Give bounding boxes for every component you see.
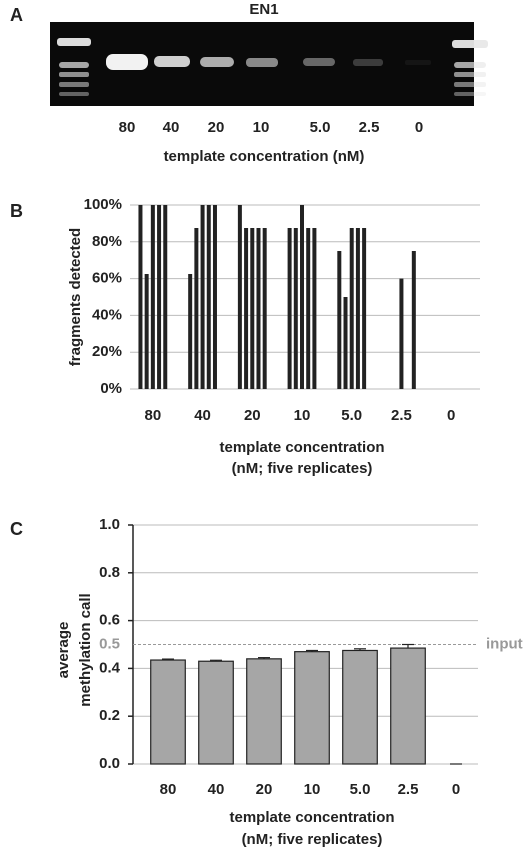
x-tick-label: 0 — [415, 119, 423, 136]
y-axis-label: average — [55, 622, 72, 679]
bar — [138, 205, 143, 389]
x-tick-label: 40 — [208, 781, 225, 798]
bar — [150, 205, 155, 389]
reference-label: 0.5 — [99, 635, 120, 652]
x-axis-label: (nM; five replicates) — [242, 831, 383, 848]
x-tick-label: 5.0 — [350, 781, 371, 798]
y-tick-label: 80% — [92, 233, 122, 250]
bar — [300, 205, 304, 389]
bar — [343, 297, 348, 389]
bar — [198, 660, 234, 765]
bar — [312, 228, 317, 389]
x-tick-label: 40 — [194, 407, 211, 424]
x-tick-label: 10 — [294, 407, 311, 424]
x-tick-label: 80 — [119, 119, 136, 136]
chart-title: EN1 — [249, 1, 278, 18]
panel-label: B — [10, 201, 23, 221]
y-tick-label: 1.0 — [99, 516, 120, 533]
bar — [244, 228, 249, 389]
bar — [337, 251, 342, 389]
x-tick-label: 2.5 — [391, 407, 412, 424]
panel-label: A — [10, 5, 23, 25]
gel-image — [50, 22, 488, 106]
bar — [293, 228, 298, 389]
y-tick-label: 0.8 — [99, 564, 120, 581]
bar — [246, 658, 282, 765]
bar — [355, 228, 360, 389]
x-tick-label: 5.0 — [341, 407, 362, 424]
x-tick-label: 20 — [208, 119, 225, 136]
ladder-right — [452, 40, 488, 96]
x-tick-label: 2.5 — [398, 781, 419, 798]
bar — [411, 251, 416, 389]
y-tick-label: 60% — [92, 270, 122, 287]
y-tick-label: 20% — [92, 343, 122, 360]
y-tick-label: 0.2 — [99, 707, 120, 724]
bar — [349, 228, 354, 389]
reference-annotation: input — [486, 635, 523, 652]
y-tick-label: 0.4 — [99, 659, 121, 676]
bar — [144, 274, 149, 389]
bar — [262, 228, 267, 389]
bar — [206, 205, 211, 389]
bar — [194, 228, 199, 389]
x-tick-label: 10 — [253, 119, 270, 136]
x-tick-label: 20 — [256, 781, 273, 798]
x-tick-label: 0 — [452, 781, 460, 798]
y-tick-label: 0.6 — [99, 612, 120, 629]
y-axis-label: methylation call — [77, 593, 94, 706]
x-tick-label: 80 — [145, 407, 162, 424]
bar — [256, 228, 261, 389]
bar — [212, 205, 217, 389]
bar — [399, 278, 404, 389]
bar — [342, 649, 378, 765]
x-tick-label: 80 — [160, 781, 177, 798]
bar — [200, 205, 205, 389]
y-tick-label: 0.0 — [99, 755, 120, 772]
y-tick-label: 0% — [100, 380, 122, 397]
x-tick-label: 10 — [304, 781, 321, 798]
sample-bands — [106, 54, 431, 70]
x-tick-label: 20 — [244, 407, 261, 424]
panel-label: C — [10, 519, 23, 539]
x-axis-label: template concentration — [229, 809, 394, 826]
ladder-left — [57, 38, 91, 96]
x-axis-label: template concentration — [219, 439, 384, 456]
bar — [287, 228, 292, 389]
x-tick-label: 0 — [447, 407, 455, 424]
bar — [150, 659, 186, 765]
bar — [362, 228, 367, 389]
y-tick-label: 100% — [84, 196, 122, 213]
x-tick-label: 5.0 — [310, 119, 331, 136]
x-axis-label: template concentration (nM) — [164, 148, 365, 165]
bar — [390, 647, 426, 765]
bar — [163, 205, 168, 389]
bar — [237, 205, 242, 389]
x-axis-label: (nM; five replicates) — [232, 460, 373, 477]
x-tick-label: 2.5 — [359, 119, 380, 136]
bar — [250, 228, 255, 389]
bar — [188, 274, 193, 389]
y-axis-label: fragments detected — [67, 228, 84, 366]
x-tick-label: 40 — [163, 119, 180, 136]
bar — [157, 205, 162, 389]
y-tick-label: 40% — [92, 306, 122, 323]
bar — [294, 651, 330, 765]
bar — [306, 228, 311, 389]
